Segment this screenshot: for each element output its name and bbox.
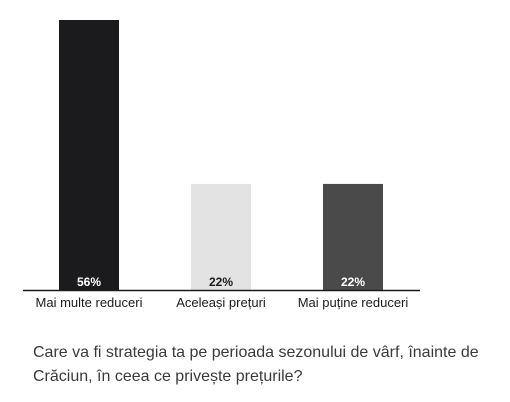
bar-value-label-1: 56%: [77, 275, 101, 289]
bar-2: [191, 183, 251, 290]
bar-chart: 56% Mai multe reduceri 22% Aceleași prețuri…: [23, 20, 420, 310]
bar-1: [59, 20, 119, 290]
bar-value-label-3: 22%: [341, 275, 365, 289]
bar-value-label-2: 22%: [209, 275, 233, 289]
chart-svg: 56% Mai multe reduceri 22% Aceleași prețuri…: [23, 20, 420, 310]
bar-3: [323, 183, 383, 290]
survey-question: Care va fi strategia ta pe perioada sezo…: [33, 344, 479, 385]
category-label-3: Mai puține reduceri: [298, 295, 409, 310]
category-label-2: Aceleași prețuri: [176, 295, 266, 310]
category-label-1: Mai multe reduceri: [36, 295, 143, 310]
